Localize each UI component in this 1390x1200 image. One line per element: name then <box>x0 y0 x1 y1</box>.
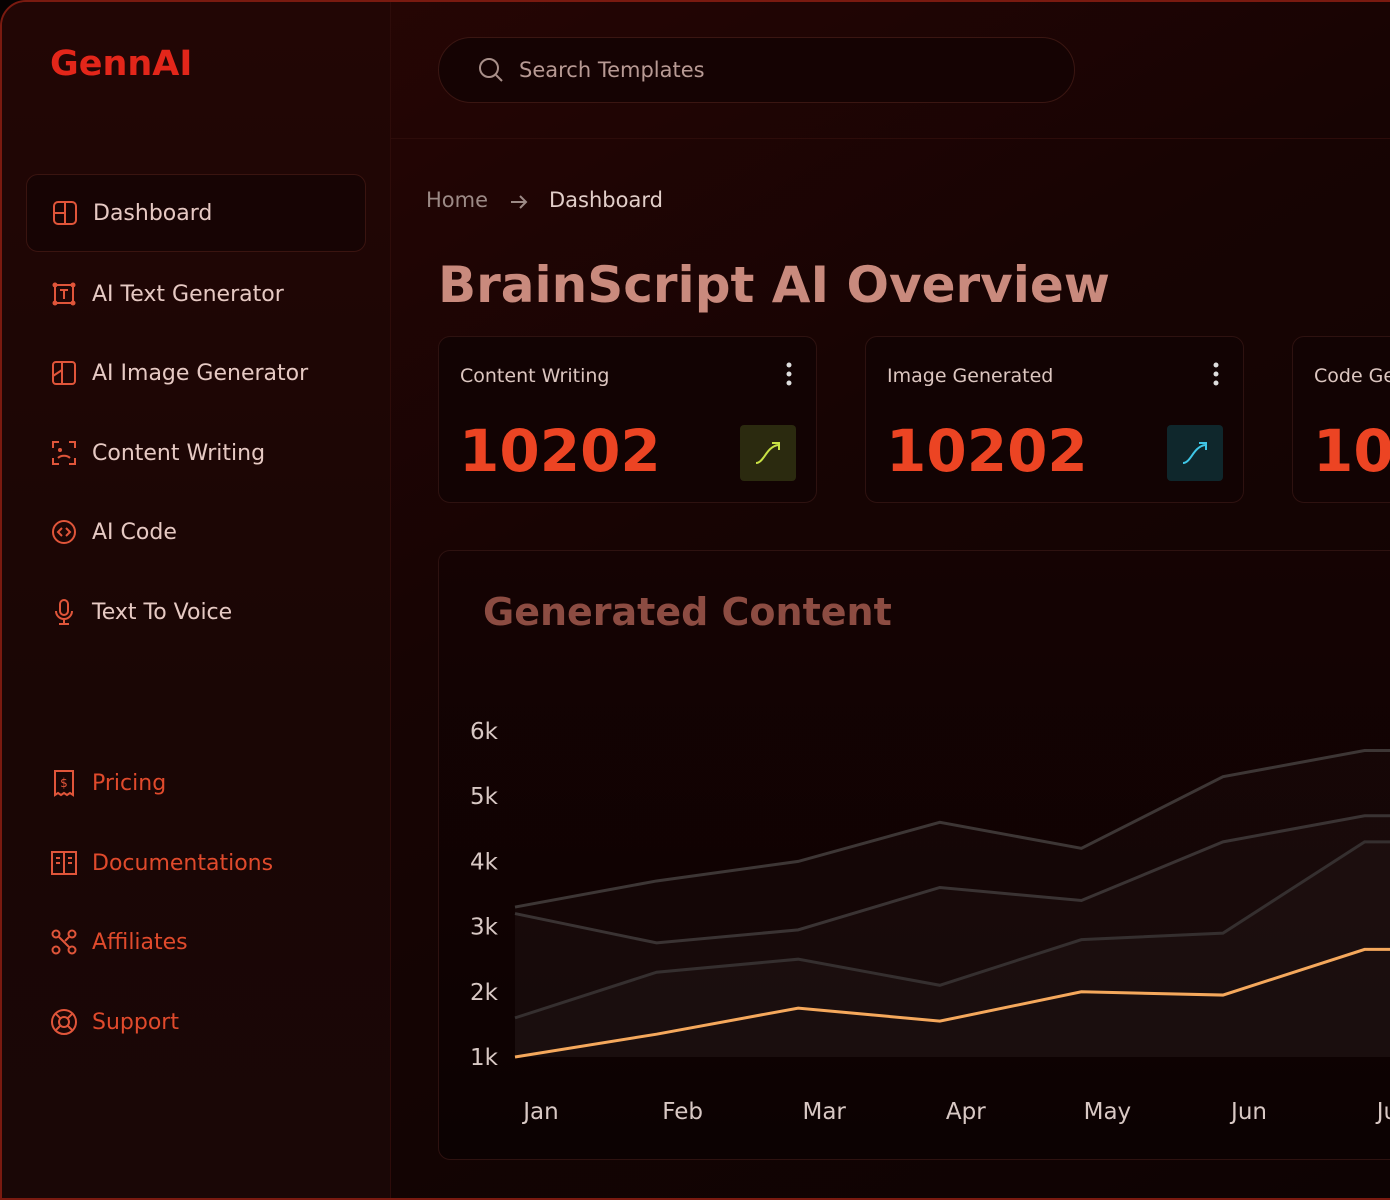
nav-item[interactable]: Support <box>26 983 366 1061</box>
nav-label: AI Code <box>92 519 177 545</box>
icon <box>55 599 73 625</box>
nav-label: Dashboard <box>93 200 213 226</box>
stat-card: Image Generated 10202 <box>865 336 1244 503</box>
line <box>514 814 1390 945</box>
nav-label: Text To Voice <box>92 599 233 625</box>
nav-item[interactable]: Documentations <box>26 824 366 902</box>
card-label: Code Generated <box>1314 365 1390 387</box>
search-placeholder: Search Templates <box>519 58 705 82</box>
card-value: 10202 <box>1313 417 1390 485</box>
line <box>514 840 1390 1020</box>
card-label: Content Writing <box>460 365 610 387</box>
y-tick-label: 2k <box>470 980 499 1006</box>
nav-label: Documentations <box>92 850 274 876</box>
y-tick-label: 6k <box>470 719 499 745</box>
nav-item[interactable]: Affiliates <box>26 903 366 981</box>
nav-label: Affiliates <box>92 929 188 955</box>
line <box>514 947 1390 1059</box>
x-tick-label: May <box>1084 1099 1132 1125</box>
logo: GennAI <box>50 44 193 84</box>
nav-item[interactable]: AI Text Generator <box>26 255 366 333</box>
icon <box>52 282 76 306</box>
menu-dots[interactable] <box>785 361 793 387</box>
nav-item[interactable]: Dashboard <box>26 174 366 252</box>
y-tick-label: 5k <box>470 784 499 810</box>
y-tick-label: 4k <box>470 849 499 875</box>
breadcrumb-link[interactable]: Home <box>426 188 489 212</box>
page-title: BrainScript AI Overview <box>438 256 1110 314</box>
stat-card: Code Generated 10202 <box>1292 336 1390 503</box>
trend-icon <box>740 425 796 481</box>
nav-label: Pricing <box>92 770 167 796</box>
icon <box>51 1009 77 1035</box>
menu-dots[interactable] <box>1212 361 1220 387</box>
nav-label: Support <box>92 1009 179 1035</box>
icon <box>51 851 77 875</box>
search-icon <box>479 58 503 82</box>
x-tick-label: Mar <box>802 1099 846 1125</box>
nav-item[interactable]: Content Writing <box>26 414 366 492</box>
nav-label: AI Text Generator <box>92 281 284 307</box>
breadcrumb-arrow <box>511 195 528 209</box>
card-label: Image Generated <box>887 365 1054 387</box>
x-tick-label: Jul <box>1375 1099 1390 1125</box>
icon <box>51 929 77 955</box>
x-tick-label: Jun <box>1229 1099 1267 1125</box>
stat-card: Content Writing 10202 <box>438 336 817 503</box>
sidebar: GennAI Dashboard AI Text Generator AI Im… <box>2 2 391 1198</box>
nav-item[interactable]: $ Pricing <box>26 744 366 822</box>
card-value: 10202 <box>459 417 661 485</box>
nav-item[interactable]: AI Image Generator <box>26 334 366 412</box>
icon: $ <box>54 770 74 797</box>
x-tick-label: Apr <box>946 1099 986 1125</box>
icon <box>52 520 76 544</box>
y-tick-label: 1k <box>470 1045 499 1071</box>
divider <box>391 138 1390 139</box>
x-tick-label: Jan <box>521 1099 558 1125</box>
breadcrumb-current: Dashboard <box>549 188 663 212</box>
nav-label: AI Image Generator <box>92 360 309 386</box>
chart-title: Generated Content <box>483 590 892 634</box>
nav-item[interactable]: AI Code <box>26 493 366 571</box>
nav-label: Content Writing <box>92 440 266 466</box>
svg-text:$: $ <box>60 776 68 790</box>
chart-panel: Generated Content 1k 2k 3k 4k 5k 6k Jan Feb Mar A… <box>438 550 1390 1160</box>
y-tick-label: 3k <box>470 915 499 941</box>
search-box[interactable]: Search Templates <box>438 37 1075 103</box>
card-value: 10202 <box>886 417 1088 485</box>
x-tick-label: Feb <box>662 1099 703 1125</box>
nav-item[interactable]: Text To Voice <box>26 573 366 651</box>
chart: Generated Content 1k 2k 3k 4k 5k 6k Jan Feb Mar A… <box>470 590 1390 1125</box>
icon <box>53 201 77 225</box>
icon <box>52 441 76 465</box>
icon <box>52 361 76 385</box>
line <box>514 749 1390 909</box>
trend-icon <box>1167 425 1223 481</box>
